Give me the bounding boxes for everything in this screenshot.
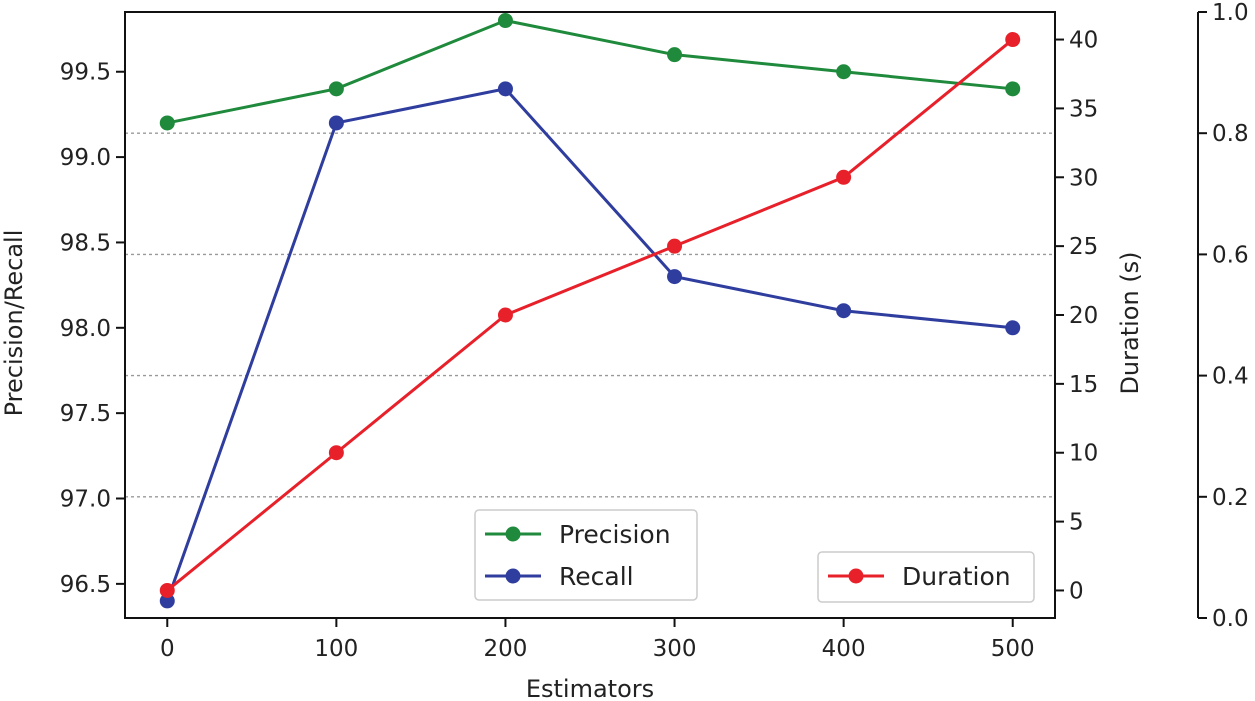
right-y-tick-label: 30 xyxy=(1069,165,1098,191)
legend-duration: Duration xyxy=(817,551,1035,603)
left-y-axis-title: Precision/Recall xyxy=(0,230,28,417)
legend-label: Recall xyxy=(559,562,634,591)
x-tick-label: 0 xyxy=(160,636,175,662)
right-y-tick-label: 40 xyxy=(1069,28,1098,54)
duration-point xyxy=(497,307,513,323)
legend-frame xyxy=(817,551,1035,603)
legend-swatch-marker xyxy=(505,526,521,542)
x-tick-label: 100 xyxy=(314,636,358,662)
duration-point xyxy=(328,445,344,461)
legend-swatch-marker xyxy=(848,568,864,584)
x-tick-label: 200 xyxy=(484,636,528,662)
right-y-tick-label: 20 xyxy=(1069,303,1098,329)
precision-line xyxy=(166,18,1013,125)
duration-point xyxy=(1005,32,1021,48)
right-y-tick-label: 5 xyxy=(1069,510,1084,536)
precision-point xyxy=(836,64,852,80)
left-y-tick-label: 96.5 xyxy=(60,572,111,598)
precision-point xyxy=(159,115,175,131)
third-y-tick-label: 0.0 xyxy=(1212,606,1249,632)
x-tick-label: 300 xyxy=(653,636,697,662)
x-tick-label: 400 xyxy=(822,636,866,662)
right-y-tick-label: 15 xyxy=(1069,372,1098,398)
series-layer xyxy=(159,13,1021,609)
grid-lines xyxy=(125,132,1055,498)
left-y-tick-label: 99.5 xyxy=(60,60,111,86)
precision-point xyxy=(497,13,513,29)
third-y-tick-label: 0.6 xyxy=(1212,242,1249,268)
left-y-tick-label: 97.5 xyxy=(60,401,111,427)
left-y-tick-label: 97.0 xyxy=(60,487,111,513)
duration-point xyxy=(667,238,683,254)
third-y-tick-label: 0.8 xyxy=(1212,121,1249,147)
legend-swatch-marker xyxy=(505,568,521,584)
right-y-axis-title: Duration (s) xyxy=(1116,251,1144,394)
recall-point xyxy=(159,593,175,609)
x-tick-label: 500 xyxy=(991,636,1035,662)
duration-point xyxy=(159,582,175,598)
duration-point xyxy=(836,169,852,185)
legend-precision-recall: Precision Recall xyxy=(474,509,698,601)
recall-point xyxy=(328,115,344,131)
third-y-tick-label: 1.0 xyxy=(1212,0,1249,26)
right-y-tick-label: 10 xyxy=(1069,441,1098,467)
right-y-tick-label: 0 xyxy=(1069,578,1084,604)
third-y-tick-label: 0.4 xyxy=(1212,364,1249,390)
legends: Precision Recall Duration xyxy=(474,509,1035,603)
recall-point xyxy=(836,303,852,319)
x-axis-title: Estimators xyxy=(526,675,654,701)
right-y-tick-label: 25 xyxy=(1069,234,1098,260)
recall-point xyxy=(1005,320,1021,336)
legend-label: Duration xyxy=(902,562,1011,591)
recall-point xyxy=(497,81,513,97)
right-y-tick-label: 35 xyxy=(1069,96,1098,122)
precision-point xyxy=(1005,81,1021,97)
precision-point xyxy=(328,81,344,97)
duration-line xyxy=(166,38,1014,592)
legend-label: Precision xyxy=(559,520,671,549)
left-y-tick-label: 99.0 xyxy=(60,145,111,171)
recall-line xyxy=(165,87,1013,602)
third-y-tick-label: 0.2 xyxy=(1212,485,1249,511)
left-y-tick-label: 98.5 xyxy=(60,230,111,256)
recall-point xyxy=(667,269,683,285)
left-y-tick-label: 98.0 xyxy=(60,316,111,342)
precision-point xyxy=(667,47,683,63)
